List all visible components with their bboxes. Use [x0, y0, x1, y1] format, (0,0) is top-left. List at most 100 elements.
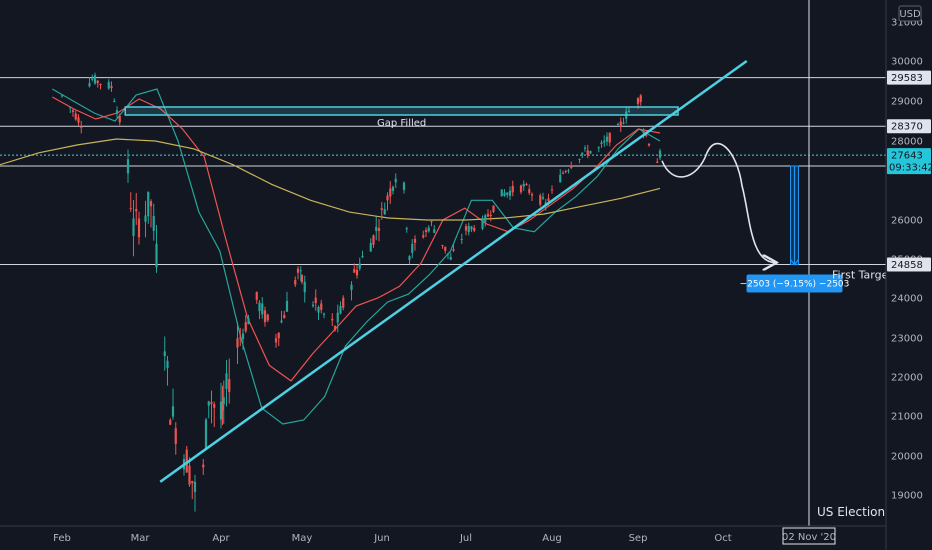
candle[interactable] — [60, 94, 64, 98]
candle[interactable] — [204, 417, 208, 451]
candle[interactable] — [350, 281, 353, 301]
candle[interactable] — [74, 110, 77, 121]
candle[interactable] — [99, 83, 102, 90]
candle[interactable] — [530, 192, 534, 202]
candle[interactable] — [317, 305, 320, 321]
candle[interactable] — [559, 168, 562, 183]
currency-badge[interactable] — [898, 5, 922, 22]
candle[interactable] — [221, 385, 224, 426]
candle[interactable] — [386, 192, 389, 211]
candle[interactable] — [236, 322, 239, 364]
candle[interactable] — [300, 274, 304, 285]
candle[interactable] — [155, 224, 158, 273]
candle[interactable] — [550, 185, 554, 194]
candle[interactable] — [564, 169, 567, 174]
candle[interactable] — [361, 250, 364, 259]
candle[interactable] — [608, 132, 611, 147]
candle[interactable] — [299, 266, 302, 282]
candle[interactable] — [314, 289, 317, 311]
candle[interactable] — [656, 158, 659, 164]
candle[interactable] — [467, 222, 470, 236]
candle[interactable] — [446, 253, 450, 260]
candle[interactable] — [503, 189, 506, 197]
candle[interactable] — [147, 191, 150, 224]
candle[interactable] — [355, 264, 359, 279]
candle[interactable] — [135, 193, 138, 225]
candle[interactable] — [375, 216, 378, 241]
candle[interactable] — [222, 380, 225, 424]
candle[interactable] — [274, 333, 278, 348]
candle[interactable] — [394, 173, 397, 188]
candle[interactable] — [219, 382, 223, 429]
candle[interactable] — [263, 306, 267, 327]
candle[interactable] — [171, 388, 175, 420]
candle[interactable] — [207, 400, 210, 419]
candle[interactable] — [411, 239, 414, 259]
candle[interactable] — [202, 458, 205, 475]
candle[interactable] — [452, 243, 455, 253]
candle[interactable] — [80, 120, 83, 134]
candle[interactable] — [241, 328, 245, 350]
candle[interactable] — [489, 210, 492, 222]
candle[interactable] — [213, 401, 216, 428]
gap-filled-box[interactable] — [124, 106, 679, 116]
time-axis[interactable]: Feb Mar Apr May Jun Jul Aug Sep Oct — [53, 533, 732, 544]
candle[interactable] — [152, 203, 155, 241]
candle[interactable] — [163, 336, 166, 371]
candle[interactable] — [627, 107, 631, 113]
candle[interactable] — [500, 189, 503, 197]
candle[interactable] — [449, 252, 452, 261]
candle[interactable] — [377, 219, 381, 242]
candle[interactable] — [441, 244, 444, 249]
candle[interactable] — [129, 192, 132, 212]
candle[interactable] — [460, 233, 463, 244]
candle[interactable] — [266, 313, 269, 323]
candle[interactable] — [464, 223, 468, 236]
candle[interactable] — [96, 79, 99, 88]
plot-area[interactable]: Gap Filled −2503 (−9.15%) −2503 First Ta… — [0, 0, 893, 526]
candle[interactable] — [358, 257, 361, 271]
candle[interactable] — [383, 202, 386, 215]
candle[interactable] — [258, 300, 261, 320]
candle[interactable] — [261, 297, 264, 319]
candle[interactable] — [342, 295, 345, 311]
candle[interactable] — [339, 301, 342, 315]
candle[interactable] — [311, 301, 315, 308]
candle[interactable] — [333, 325, 337, 332]
candle[interactable] — [210, 390, 213, 424]
candle[interactable] — [296, 266, 300, 280]
candle[interactable] — [132, 200, 135, 257]
candle[interactable] — [511, 180, 514, 197]
candle[interactable] — [405, 226, 408, 233]
candle[interactable] — [149, 199, 153, 228]
candle[interactable] — [107, 79, 110, 90]
candles[interactable] — [60, 72, 662, 512]
candle[interactable] — [110, 81, 113, 92]
candle[interactable] — [69, 106, 72, 114]
candle[interactable] — [430, 219, 433, 227]
candle[interactable] — [389, 181, 392, 204]
candle[interactable] — [247, 314, 250, 325]
candle[interactable] — [372, 234, 375, 248]
candle[interactable] — [506, 192, 509, 198]
candle[interactable] — [169, 418, 172, 426]
candle[interactable] — [647, 143, 651, 147]
candle[interactable] — [193, 474, 197, 512]
candle[interactable] — [277, 332, 280, 347]
candle[interactable] — [619, 117, 622, 133]
candle[interactable] — [567, 168, 570, 174]
candle[interactable] — [470, 225, 473, 232]
candle[interactable] — [541, 192, 545, 200]
candle[interactable] — [283, 310, 286, 319]
candle[interactable] — [71, 108, 75, 117]
candle[interactable] — [433, 224, 436, 234]
candle[interactable] — [639, 94, 642, 106]
candle[interactable] — [144, 200, 147, 238]
candle[interactable] — [174, 422, 177, 455]
candle[interactable] — [137, 211, 141, 245]
candle[interactable] — [603, 135, 606, 147]
candle[interactable] — [91, 74, 94, 82]
candle[interactable] — [492, 205, 495, 213]
candle[interactable] — [93, 72, 97, 85]
